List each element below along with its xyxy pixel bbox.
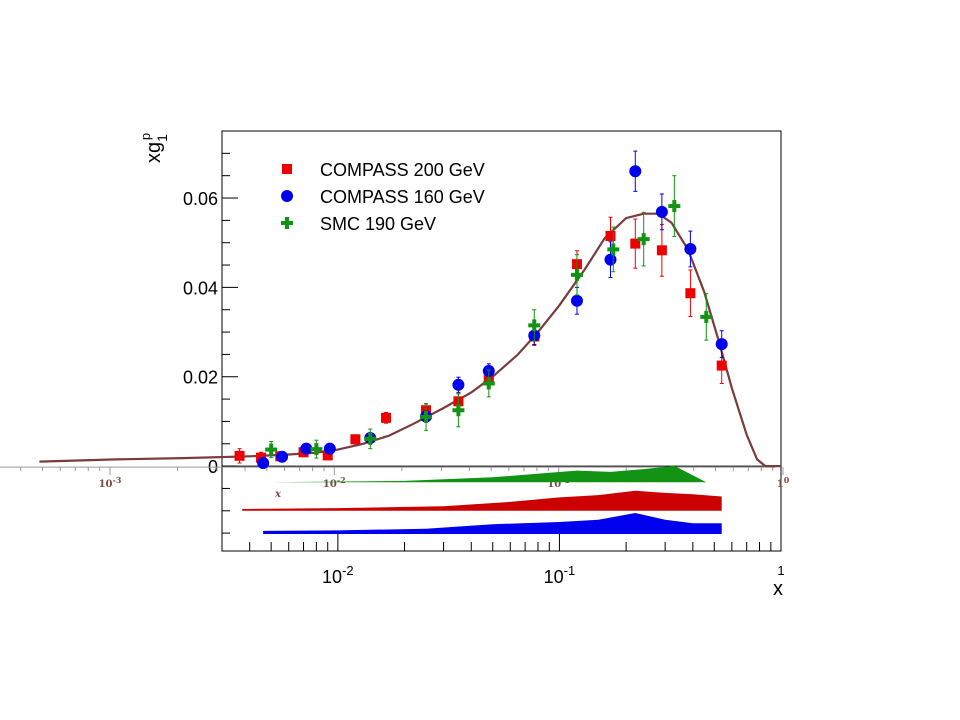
data-point xyxy=(300,442,313,455)
data-point xyxy=(420,403,433,431)
systematic-bands xyxy=(242,465,722,534)
series xyxy=(265,175,713,459)
y-axis-title: xg1p xyxy=(138,133,170,163)
data-point xyxy=(715,330,728,359)
data-point xyxy=(607,226,620,273)
x-axis-title: x xyxy=(773,578,783,600)
data-point xyxy=(350,434,361,445)
marker-cross-v xyxy=(574,268,579,281)
x-axis-ticks: 10-2 10-1 1 xyxy=(221,533,785,587)
marker-square xyxy=(716,360,727,371)
data-point xyxy=(452,376,465,393)
marker-square xyxy=(656,245,667,256)
marker-cross-v xyxy=(641,233,646,246)
marker-cross-v xyxy=(368,432,373,445)
data-point xyxy=(684,230,697,268)
data-point xyxy=(265,441,278,459)
series xyxy=(234,216,727,464)
data-point xyxy=(630,218,641,269)
marker-square xyxy=(685,288,696,299)
data-point xyxy=(276,450,289,463)
marker-square xyxy=(605,231,616,241)
marker-circle xyxy=(452,378,465,391)
marker-cross-v xyxy=(532,319,537,332)
marker-circle xyxy=(604,253,617,266)
marker-cross-v xyxy=(486,377,491,390)
x-tick-label: 10-2 xyxy=(322,563,354,587)
data-point xyxy=(234,448,245,464)
data-point xyxy=(655,193,668,231)
marker-circle xyxy=(281,190,293,202)
legend-label: COMPASS 160 GeV xyxy=(320,187,485,207)
x-tick-label: 1 xyxy=(777,563,784,578)
data-point xyxy=(685,269,696,317)
legend-entry: COMPASS 200 GeV xyxy=(282,160,485,180)
marker-circle xyxy=(684,242,697,255)
marker-cross-v xyxy=(672,200,677,213)
data-point xyxy=(668,175,681,237)
marker-cross-v xyxy=(314,443,319,456)
marker-circle xyxy=(323,442,336,455)
data-point xyxy=(257,456,270,469)
systematic-band xyxy=(242,490,722,511)
data-series xyxy=(234,150,728,469)
marker-cross-v xyxy=(424,410,429,423)
marker-square xyxy=(322,450,333,461)
marker-circle xyxy=(300,442,313,455)
data-point xyxy=(570,254,583,296)
data-point xyxy=(700,293,713,341)
marker-square xyxy=(350,434,361,445)
legend: COMPASS 200 GeV COMPASS 160 GeV SMC 190 Ge… xyxy=(281,160,485,234)
systematic-band xyxy=(271,465,707,483)
legend-entry: SMC 190 GeV xyxy=(281,214,436,234)
y-tick-label: 0.04 xyxy=(183,278,218,298)
fit-curve-group xyxy=(39,212,781,468)
marker-circle xyxy=(655,205,668,218)
marker-cross-v xyxy=(611,243,616,256)
x-tick-label: 10-1 xyxy=(544,563,576,587)
axis-titles: x xg1p xyxy=(138,133,783,600)
overlay-x-label: x xyxy=(274,489,282,500)
data-point xyxy=(528,309,541,342)
marker-square xyxy=(630,238,641,249)
legend-label: COMPASS 200 GeV xyxy=(320,160,485,180)
overlay-tick-label: 10-3 xyxy=(99,475,122,490)
marker-cross-v xyxy=(285,217,289,229)
y-tick-label: 0.06 xyxy=(183,189,218,209)
marker-circle xyxy=(629,165,642,178)
data-point xyxy=(364,428,377,450)
overlay-tick-label: 10 xyxy=(777,475,790,490)
data-point xyxy=(310,439,323,459)
y-axis-ticks: 00.020.040.06 xyxy=(183,130,238,534)
overlay-tick-label: 10-2 xyxy=(323,475,346,490)
plot-frame xyxy=(221,130,782,552)
y-tick-label: 0.02 xyxy=(183,368,218,388)
marker-cross-v xyxy=(269,443,274,456)
data-point xyxy=(656,223,667,277)
marker-square xyxy=(282,164,292,174)
legend-label: SMC 190 GeV xyxy=(320,214,436,234)
fit-curve xyxy=(39,212,781,468)
data-point xyxy=(637,211,650,267)
legend-entry: COMPASS 160 GeV xyxy=(281,187,485,207)
marker-circle xyxy=(257,456,270,469)
data-point xyxy=(381,411,392,424)
data-point xyxy=(452,393,465,428)
marker-square xyxy=(234,450,245,461)
marker-circle xyxy=(276,450,289,463)
marker-circle xyxy=(570,294,583,307)
data-point xyxy=(323,442,336,455)
marker-circle xyxy=(715,338,728,351)
marker-cross-v xyxy=(704,310,709,323)
data-point xyxy=(482,369,495,398)
systematic-band xyxy=(263,513,722,534)
data-point xyxy=(629,150,642,192)
marker-square xyxy=(381,412,392,423)
marker-cross-v xyxy=(456,404,461,417)
